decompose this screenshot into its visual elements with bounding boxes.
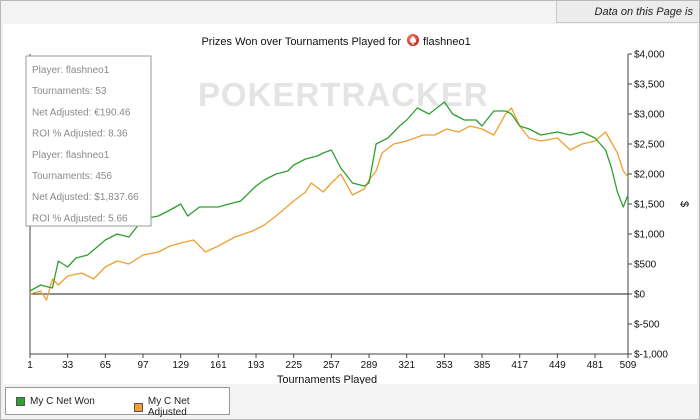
y-tick-label: $-500 bbox=[634, 320, 660, 331]
x-tick-label: 193 bbox=[248, 360, 265, 371]
x-tick-label: 225 bbox=[285, 360, 302, 371]
x-tick-label: 97 bbox=[137, 360, 149, 371]
y-tick-label: $0 bbox=[634, 290, 646, 301]
x-tick-label: 289 bbox=[361, 360, 378, 371]
y-tick-label: $1,000 bbox=[634, 230, 665, 241]
legend: My C Net Won My C Net Adjusted bbox=[5, 387, 230, 418]
y-tick-label: $3,500 bbox=[634, 80, 665, 91]
pokerstars-logo-icon bbox=[407, 34, 419, 46]
legend-item-net-adjusted[interactable]: My C Net Adjusted bbox=[134, 396, 229, 418]
y-tick-label: $4,000 bbox=[634, 50, 665, 61]
x-tick-label: 509 bbox=[620, 360, 637, 371]
series-line-net-adjusted bbox=[29, 107, 629, 301]
info-box-line: ROI % Adjusted: 8.36 bbox=[32, 129, 128, 140]
x-tick-label: 161 bbox=[210, 360, 227, 371]
series-line-net-won bbox=[29, 101, 629, 292]
x-tick-label: 33 bbox=[62, 360, 74, 371]
legend-item-net-won[interactable]: My C Net Won bbox=[16, 396, 95, 407]
x-tick-label: 353 bbox=[436, 360, 453, 371]
watermark: POKERTRACKER bbox=[198, 76, 489, 113]
plot-area: $-1,000 $-500 $0 $500 $1,000 $1,500 $2,000 $2,5… bbox=[27, 50, 668, 372]
y-tick-label: $2,000 bbox=[634, 170, 665, 181]
legend-swatch-green bbox=[16, 397, 25, 406]
x-axis-title: Tournaments Played bbox=[277, 374, 377, 384]
x-tick-label: 321 bbox=[398, 360, 415, 371]
chart-title: Prizes Won over Tournaments Played for bbox=[201, 36, 401, 48]
y-tick-label: $3,000 bbox=[634, 110, 665, 121]
info-box-line: Player: flashneo1 bbox=[32, 65, 110, 76]
y-axis-title: $ bbox=[678, 201, 690, 207]
legend-swatch-orange bbox=[134, 402, 143, 412]
x-tick-label: 417 bbox=[511, 360, 528, 371]
x-tick-label: 481 bbox=[587, 360, 604, 371]
prizes-chart: Prizes Won over Tournaments Played for f… bbox=[25, 34, 690, 386]
filter-notice: Data on this Page is Filtered bbox=[556, 1, 699, 40]
x-tick-label: 65 bbox=[100, 360, 112, 371]
y-tick-label: $-1,000 bbox=[634, 350, 668, 361]
info-box-line: Tournaments: 53 bbox=[32, 86, 107, 97]
info-box-line: Tournaments: 456 bbox=[32, 171, 112, 182]
x-tick-label: 449 bbox=[549, 360, 566, 371]
legend-label-net-adjusted: My C Net Adjusted bbox=[147, 396, 190, 418]
y-tick-label: $1,500 bbox=[634, 200, 665, 211]
y-tick-label: $2,500 bbox=[634, 140, 665, 151]
x-tick-label: 385 bbox=[474, 360, 491, 371]
info-box: Player: flashneo1 Tournaments: 53 Net Adju… bbox=[25, 55, 152, 227]
chart-panel: Prizes Won over Tournaments Played for f… bbox=[3, 24, 697, 386]
info-box-line: Player: flashneo1 bbox=[32, 150, 110, 161]
y-tick-label: $500 bbox=[634, 260, 657, 271]
info-box-line: Net Adjusted: €190.46 bbox=[32, 107, 131, 118]
legend-label-net-won: My C Net Won bbox=[30, 396, 95, 407]
x-tick-label: 257 bbox=[323, 360, 340, 371]
info-box-line: Net Adjusted: $1,837.66 bbox=[32, 192, 139, 203]
chart-title-player: flashneo1 bbox=[423, 36, 471, 48]
info-box-line: ROI % Adjusted: 5.66 bbox=[32, 213, 128, 224]
x-tick-label: 1 bbox=[27, 360, 33, 371]
x-tick-label: 129 bbox=[172, 360, 189, 371]
